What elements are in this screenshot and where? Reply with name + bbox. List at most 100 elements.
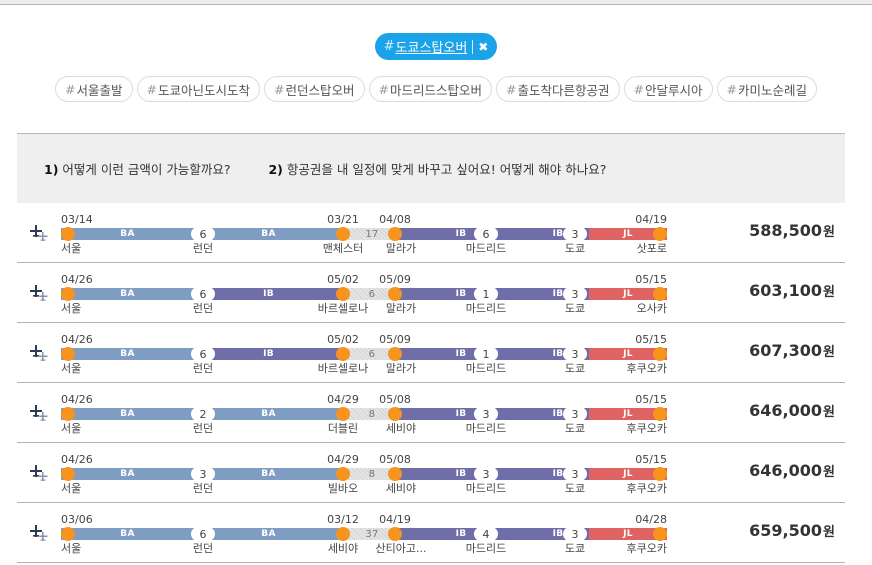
layover-1-badge: 6 <box>191 227 215 241</box>
departure-stop-icon <box>388 227 402 241</box>
itinerary-row[interactable]: BA IB 6 IB IB JL 6 1 3 04/26 05/02 05/09… <box>17 263 845 323</box>
active-filter-area: # 도쿄스탑오버 ✖ <box>0 33 872 60</box>
end-date: 05/15 <box>635 453 667 466</box>
layover-days: 3 <box>482 467 490 481</box>
origin-stop-icon <box>61 527 75 541</box>
arrival-city: 더블린 <box>327 422 359 435</box>
route-timeline: BA IB 6 IB IB JL 6 1 3 04/26 05/02 05/09… <box>61 263 667 323</box>
tag-non-tokyo-arrival[interactable]: # 도쿄아닌도시도착 <box>136 76 260 102</box>
stopover-city-3: 도쿄 <box>564 542 586 555</box>
start-date: 04/26 <box>61 273 93 286</box>
airline-code: BA <box>120 469 135 479</box>
stopover-city-3: 도쿄 <box>564 302 586 315</box>
layover-2-badge: 1 <box>474 287 498 301</box>
tag-label: 런던스탑오버 <box>285 82 355 98</box>
itinerary-row[interactable]: BA BA 17 IB IB JL 6 6 3 03/14 03/21 04/0… <box>17 203 845 263</box>
airplane-icon <box>30 345 48 361</box>
arrival-city: 빌바오 <box>327 482 359 495</box>
leg-1: BA <box>61 348 194 360</box>
stopover-city-2: 마드리드 <box>465 542 507 555</box>
price-amount: 603,100 <box>749 281 823 300</box>
itinerary-row[interactable]: BA BA 37 IB IB JL 6 4 3 03/06 03/12 04/1… <box>17 503 845 563</box>
price-amount: 588,500 <box>749 221 823 240</box>
leg-3: IB <box>395 288 527 300</box>
tag-open-jaw[interactable]: # 출도착다른항공권 <box>496 76 620 102</box>
stopover-city-1: 런던 <box>192 482 214 495</box>
price[interactable]: 607,300원 <box>749 341 835 360</box>
currency: 원 <box>823 225 835 240</box>
tag-madrid-stopover[interactable]: # 마드리드스탑오버 <box>368 76 492 102</box>
tag-label: 도쿄아닌도시도착 <box>157 82 250 98</box>
layover-3-badge: 3 <box>563 287 587 301</box>
price[interactable]: 646,000원 <box>749 461 835 480</box>
hash-symbol: # <box>378 81 389 97</box>
start-date: 04/26 <box>61 393 93 406</box>
layover-3-badge: 3 <box>563 407 587 421</box>
arrival-date: 03/12 <box>327 513 359 526</box>
origin-stop-icon <box>61 287 75 301</box>
leg-1: BA <box>61 528 194 540</box>
airline-code: IB <box>455 529 467 539</box>
airplane-icon <box>30 405 48 421</box>
itinerary-row[interactable]: BA IB 6 IB IB JL 6 1 3 04/26 05/02 05/09… <box>17 323 845 383</box>
layover-2-badge: 1 <box>474 347 498 361</box>
start-date: 03/14 <box>61 213 93 226</box>
end-date: 05/15 <box>635 333 667 346</box>
faq-link-change[interactable]: 2) 항공권을 내 일정에 맞게 바꾸고 싶어요! 어떻게 해야 하나요? <box>268 159 606 178</box>
leg-3: IB <box>395 528 527 540</box>
leg-1: BA <box>61 408 194 420</box>
price[interactable]: 588,500원 <box>749 221 835 240</box>
itinerary-row[interactable]: BA BA 8 IB IB JL 2 3 3 04/26 04/29 05/08… <box>17 383 845 443</box>
tag-seoul-departure[interactable]: # 서울출발 <box>55 76 133 102</box>
airline-code: JL <box>623 349 633 359</box>
destination-city: 후쿠오카 <box>626 482 667 495</box>
price[interactable]: 646,000원 <box>749 401 835 420</box>
departure-date: 04/19 <box>379 513 411 526</box>
airline-code: JL <box>623 529 633 539</box>
stopover-city-1: 런던 <box>192 242 214 255</box>
leg-2: BA <box>194 228 343 240</box>
layover-days: 3 <box>571 227 579 241</box>
tag-london-stopover[interactable]: # 런던스탑오버 <box>264 76 365 102</box>
arrival-date: 03/21 <box>327 213 359 226</box>
price[interactable]: 603,100원 <box>749 281 835 300</box>
active-filter-label[interactable]: 도쿄스탑오버 <box>395 41 468 56</box>
faq-link-price[interactable]: 1) 어떻게 이런 금액이 가능할까요? <box>44 159 230 178</box>
layover-2-badge: 4 <box>474 527 498 541</box>
layover-days: 3 <box>482 407 490 421</box>
itinerary-row[interactable]: BA BA 8 IB IB JL 3 3 3 04/26 04/29 05/08… <box>17 443 845 503</box>
tag-camino[interactable]: # 카미노순례길 <box>716 76 817 102</box>
tag-list: # 서울출발 # 도쿄아닌도시도착 # 런던스탑오버 # 마드리드스탑오버 # 출도착다른… <box>0 76 872 102</box>
stopover-city-1: 런던 <box>192 542 214 555</box>
start-date: 04/26 <box>61 333 93 346</box>
airline-code: JL <box>623 409 633 419</box>
leg-2: IB <box>194 348 343 360</box>
departure-city: 말라가 <box>385 242 417 255</box>
stopover-city-2: 마드리드 <box>465 422 507 435</box>
gap-days: 37 <box>365 528 379 540</box>
airline-code: BA <box>261 229 276 239</box>
faq-number: 2) <box>268 162 283 177</box>
arrival-stop-icon <box>336 527 350 541</box>
gap-segment: 6 <box>343 348 395 360</box>
airline-code: IB <box>552 349 564 359</box>
departure-date: 05/09 <box>379 273 411 286</box>
price[interactable]: 659,500원 <box>749 521 835 540</box>
close-icon[interactable]: ✖ <box>478 39 489 54</box>
tag-andalusia[interactable]: # 안달루시아 <box>623 76 713 102</box>
leg-1: BA <box>61 228 194 240</box>
active-filter-tag[interactable]: # 도쿄스탑오버 ✖ <box>374 33 498 60</box>
layover-days: 6 <box>199 227 207 241</box>
gap-days: 17 <box>365 228 379 240</box>
airline-code: BA <box>120 409 135 419</box>
airline-code: IB <box>552 289 564 299</box>
route-timeline: BA BA 37 IB IB JL 6 4 3 03/06 03/12 04/1… <box>61 503 667 563</box>
start-date: 03/06 <box>61 513 93 526</box>
faq-text: 항공권을 내 일정에 맞게 바꾸고 싶어요! 어떻게 해야 하나요? <box>286 162 607 177</box>
end-date: 05/15 <box>635 273 667 286</box>
layover-days: 3 <box>571 527 579 541</box>
airline-code: IB <box>552 469 564 479</box>
end-date: 04/28 <box>635 513 667 526</box>
gap-segment: 17 <box>343 228 395 240</box>
departure-date: 04/08 <box>379 213 411 226</box>
